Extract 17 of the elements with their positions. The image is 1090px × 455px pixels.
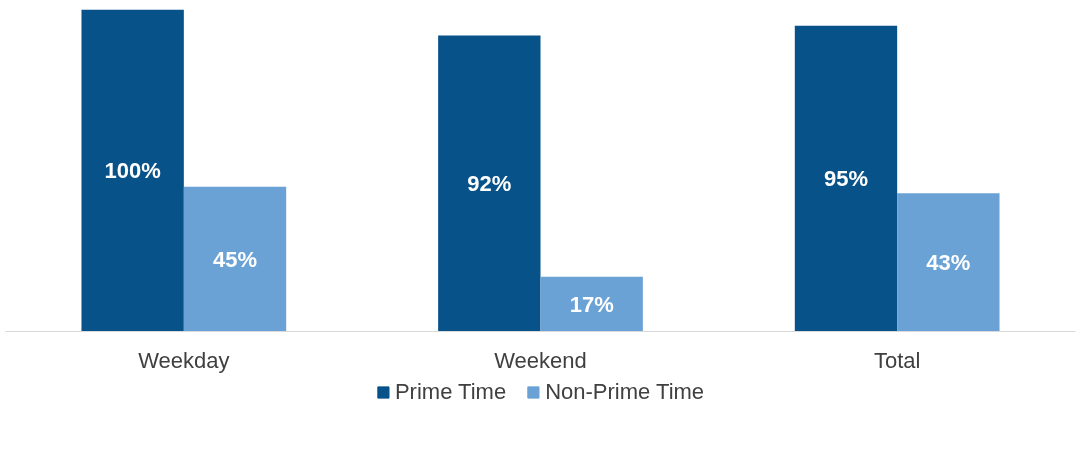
legend-label: Prime Time	[394, 379, 507, 405]
bar	[183, 186, 287, 332]
x-tick-label: Total	[873, 347, 921, 373]
x-tick-label: Weekday	[138, 347, 230, 373]
data-label: 92%	[467, 170, 512, 196]
data-label: 45%	[213, 246, 258, 272]
bar	[794, 25, 898, 332]
data-label: 95%	[823, 166, 869, 192]
legend-label: Non-Prime Time	[545, 379, 705, 405]
bar	[81, 9, 184, 332]
data-label: 100%	[104, 158, 161, 184]
x-tick-label: Weekend	[494, 347, 587, 373]
data-label: 17%	[569, 291, 614, 317]
bar	[540, 276, 643, 332]
bar	[897, 193, 1000, 332]
data-label: 43%	[926, 249, 971, 275]
bar	[438, 35, 541, 332]
